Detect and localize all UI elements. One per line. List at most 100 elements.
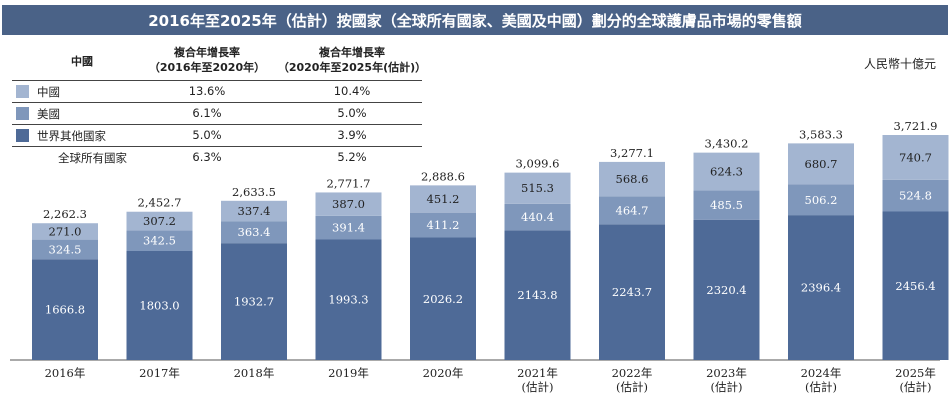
legend-cagr2: 5.0% [337, 106, 367, 120]
bar-segment-rest [504, 230, 571, 360]
data-label: 271.0 [49, 224, 82, 238]
legend-cagr2: 10.4% [333, 84, 371, 98]
data-label: 740.7 [899, 150, 932, 164]
header-cagr1-line2: （2016年至2020年） [148, 61, 266, 74]
total-label: 2,262.3 [43, 207, 87, 221]
legend-swatch-china [16, 85, 29, 98]
bar-segment-china [599, 161, 665, 197]
bar-segment-china [32, 223, 98, 240]
x-tick-label: 2023年 [706, 366, 747, 380]
data-label: 485.5 [710, 198, 743, 212]
x-tick-label: 2021年 [517, 366, 558, 380]
header-cagr-2016-2020: 複合年增長率 （2016年至2020年） [137, 45, 277, 75]
data-label: 337.4 [238, 204, 271, 218]
bar-segment-china [221, 200, 287, 222]
legend-cagr1: 13.6% [188, 84, 226, 98]
x-tick-label: 2019年 [328, 366, 369, 380]
x-tick-label: 2024年 [801, 366, 842, 380]
bar-segment-rest [410, 237, 476, 360]
x-tick-label: (估計) [805, 380, 837, 394]
bar-segment-rest [599, 224, 665, 360]
x-tick-label: 2016年 [45, 366, 86, 380]
bar-segment-rest [788, 215, 854, 360]
bar-segment-china [126, 211, 193, 231]
chart-title: 2016年至2025年（估計）按國家（全球所有國家、美國及中國）劃分的全球護膚品… [2, 5, 948, 35]
legend-swatch-rest [16, 129, 29, 142]
data-label: 464.7 [616, 203, 649, 217]
bar-segment-rest [693, 219, 760, 360]
legend-total-name: 全球所有國家 [58, 151, 127, 165]
bar-segment-china [882, 135, 949, 180]
data-label: 363.4 [238, 225, 271, 239]
legend-cagr1: 6.1% [192, 106, 222, 120]
data-label: 524.8 [899, 189, 932, 203]
legend-cagr1: 5.0% [192, 128, 222, 142]
bar-segment-rest [882, 211, 949, 360]
bar-segment-rest [221, 243, 287, 360]
total-label: 2,771.7 [327, 176, 371, 190]
total-label: 2,633.5 [232, 185, 276, 199]
data-label: 1803.0 [139, 299, 179, 313]
data-label: 324.5 [49, 242, 82, 256]
bar-segment-usa [882, 179, 949, 212]
total-label: 3,430.2 [705, 137, 749, 151]
legend-row-china: 中國 13.6% 10.4% [12, 81, 422, 103]
x-tick-label: (估計) [711, 380, 743, 394]
data-label: 2243.7 [612, 285, 652, 299]
bar-segment-rest [126, 251, 193, 360]
data-label: 1993.3 [328, 293, 368, 307]
x-tick-label: (估計) [900, 380, 932, 394]
bar-segment-usa [410, 212, 476, 238]
data-label: 2143.8 [517, 288, 557, 302]
bar-segment-usa [221, 221, 287, 244]
legend-table-header: 中國 複合年增長率 （2016年至2020年） 複合年增長率 （2020年至20… [12, 42, 426, 81]
bar-segment-usa [32, 239, 98, 260]
bar-segment-usa [693, 190, 760, 220]
data-label: 342.5 [143, 234, 176, 248]
bar-segment-china [693, 152, 760, 191]
data-label: 680.7 [805, 157, 838, 171]
legend-name: 中國 [37, 85, 60, 99]
header-country: 中國 [71, 55, 93, 68]
legend-row-total: 全球所有國家 6.3% 5.2% [12, 147, 422, 168]
legend-row-rest: 世界其他國家 5.0% 3.9% [12, 125, 422, 147]
data-label: 506.2 [805, 193, 838, 207]
legend-total-cagr1: 6.3% [192, 150, 222, 164]
data-label: 411.2 [427, 218, 460, 232]
data-label: 451.2 [427, 192, 460, 206]
data-label: 440.4 [521, 210, 554, 224]
bar-segment-usa [788, 184, 854, 216]
bar-segment-usa [126, 230, 193, 252]
legend-row-usa: 美國 6.1% 5.0% [12, 103, 422, 125]
x-tick-label: 2018年 [234, 366, 275, 380]
legend-name: 美國 [37, 107, 60, 121]
total-label: 2,888.6 [421, 169, 465, 183]
data-label: 387.0 [332, 197, 365, 211]
total-label: 3,721.9 [894, 119, 938, 133]
bar-segment-rest [315, 239, 382, 360]
bar-segment-china [315, 192, 382, 216]
x-tick-label: 2025年 [895, 366, 936, 380]
data-label: 624.3 [710, 165, 743, 179]
header-cagr1-line1: 複合年增長率 [174, 46, 240, 59]
data-label: 568.6 [616, 172, 649, 186]
data-label: 2320.4 [706, 283, 746, 297]
legend-total-cagr2: 5.2% [337, 150, 367, 164]
data-label: 307.2 [143, 214, 176, 228]
x-tick-label: 2020年 [423, 366, 464, 380]
total-label: 2,452.7 [138, 196, 182, 210]
data-label: 2456.4 [895, 279, 935, 293]
bar-segment-usa [599, 196, 665, 225]
legend-name: 世界其他國家 [37, 129, 106, 143]
bar-segment-china [504, 172, 571, 204]
total-label: 3,583.3 [799, 127, 843, 141]
x-tick-label: (估計) [616, 380, 648, 394]
bar-segment-china [788, 143, 854, 185]
legend-table: 中國 複合年增長率 （2016年至2020年） 複合年增長率 （2020年至20… [12, 42, 426, 168]
data-label: 1932.7 [234, 295, 274, 309]
x-tick-label: 2022年 [612, 366, 653, 380]
x-tick-label: (估計) [522, 380, 554, 394]
data-label: 2026.2 [423, 292, 463, 306]
data-label: 1666.8 [45, 303, 85, 317]
bar-segment-china [410, 185, 476, 213]
